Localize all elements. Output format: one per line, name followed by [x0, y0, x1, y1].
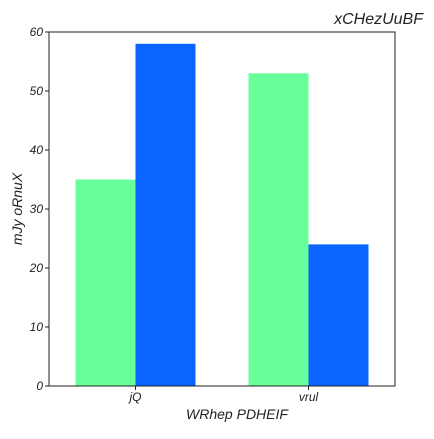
bar — [75, 179, 136, 386]
y-tick-label: 50 — [30, 84, 44, 98]
y-axis-title: mJy oRnuX — [9, 172, 25, 245]
plot-frame — [48, 31, 396, 387]
y-axis-ticks: 0 10 20 30 40 50 60 — [29, 25, 49, 393]
bar — [248, 73, 309, 387]
bars-group — [75, 43, 369, 387]
x-axis-title: WRhep PDHEIF — [186, 406, 289, 422]
y-tick-label: 20 — [29, 261, 44, 275]
chart-title: xCHezUuBF — [333, 11, 424, 28]
y-tick-label: 0 — [36, 379, 43, 393]
y-tick-label: 30 — [30, 202, 44, 216]
y-tick-label: 40 — [30, 143, 44, 157]
x-tick-label: vrul — [299, 390, 319, 404]
y-tick-label: 10 — [30, 320, 44, 334]
bar — [308, 244, 369, 386]
x-tick-label: jQ — [128, 390, 142, 404]
x-axis-ticks: jQ vrul — [128, 386, 319, 404]
y-tick-label: 60 — [30, 25, 44, 39]
bar — [135, 43, 196, 387]
